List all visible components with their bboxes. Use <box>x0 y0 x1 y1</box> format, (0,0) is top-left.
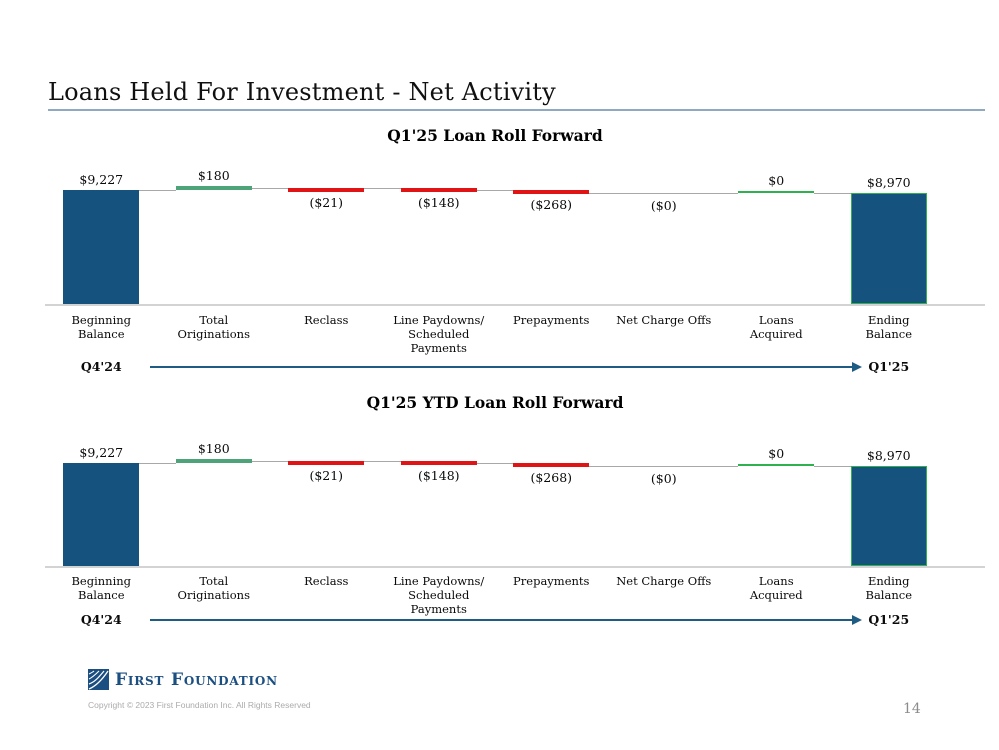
waterfall-zero-line-net-charge-offs <box>625 193 702 195</box>
connector-line <box>364 461 401 463</box>
connector-line <box>139 463 176 464</box>
period-arrow-line <box>150 366 852 368</box>
waterfall-bar-reclass <box>288 187 365 192</box>
logo-wordmark: First Foundation <box>115 669 278 690</box>
waterfall-bar-loans-acquired <box>738 463 815 466</box>
value-label-reclass: ($21) <box>309 194 344 210</box>
connector-line <box>814 193 851 195</box>
x-axis-line <box>45 304 985 306</box>
waterfall-bar-loans-acquired <box>738 191 815 194</box>
category-label-total-originations: Total Originations <box>177 313 250 341</box>
category-label-ending-balance: Ending Balance <box>865 574 913 602</box>
value-label-total-originations: $180 <box>197 168 230 183</box>
period-arrow-head <box>852 362 862 372</box>
connector-line <box>589 465 626 467</box>
period-start-label: Q4'24 <box>80 612 122 627</box>
period-arrow-line <box>150 619 852 621</box>
category-label-prepayments: Prepayments <box>513 313 590 327</box>
category-label-ending-balance: Ending Balance <box>865 313 913 341</box>
waterfall-bar-prepayments <box>513 189 590 194</box>
period-end-label: Q1'25 <box>868 359 910 374</box>
page-number: 14 <box>903 701 921 717</box>
waterfall-bar-line-paydowns-scheduled-payments <box>400 188 477 192</box>
waterfall-bar-total-originations <box>175 186 252 190</box>
category-label-beginning-balance: Beginning Balance <box>71 313 132 341</box>
chart-title: Q1'25 YTD Loan Roll Forward <box>366 393 624 412</box>
period-arrow-head <box>852 615 862 625</box>
waterfall-bar-ending-balance <box>850 193 927 304</box>
category-label-reclass: Reclass <box>304 313 349 327</box>
value-label-ending-balance: $8,970 <box>866 175 911 191</box>
connector-line <box>701 465 739 467</box>
waterfall-bar-reclass <box>288 461 365 465</box>
connector-line <box>476 462 514 464</box>
connector-line <box>251 187 289 189</box>
waterfall-bar-ending-balance <box>850 465 927 566</box>
category-label-loans-acquired: Loans Acquired <box>749 313 803 341</box>
first-foundation-logo: First Foundation <box>88 669 278 690</box>
category-label-loans-acquired: Loans Acquired <box>749 574 803 602</box>
title-underline <box>48 109 985 111</box>
value-label-loans-acquired: $0 <box>768 173 785 189</box>
category-label-net-charge-offs: Net Charge Offs <box>616 574 712 588</box>
connector-line <box>589 193 626 195</box>
connector-line <box>701 193 739 195</box>
value-label-reclass: ($21) <box>309 468 344 483</box>
period-start-label: Q4'24 <box>80 359 122 374</box>
chart-title: Q1'25 Loan Roll Forward <box>387 126 603 145</box>
value-label-net-charge-offs: ($0) <box>650 198 677 214</box>
connector-line <box>139 190 176 191</box>
value-label-loans-acquired: $0 <box>768 445 785 461</box>
category-label-line-paydowns-scheduled-payments: Line Paydowns/Scheduled Payments <box>393 574 485 616</box>
category-label-reclass: Reclass <box>304 574 349 588</box>
x-axis-line <box>45 566 985 568</box>
waterfall-bar-line-paydowns-scheduled-payments <box>400 461 477 466</box>
value-label-net-charge-offs: ($0) <box>650 470 677 486</box>
value-label-prepayments: ($268) <box>530 469 573 485</box>
waterfall-bar-beginning-balance <box>63 190 140 304</box>
value-label-prepayments: ($268) <box>530 196 573 212</box>
category-label-net-charge-offs: Net Charge Offs <box>616 313 712 327</box>
connector-line <box>364 188 401 189</box>
waterfall-bar-total-originations <box>175 459 252 463</box>
value-label-beginning-balance: $9,227 <box>79 445 124 460</box>
copyright-text: Copyright © 2023 First Foundation Inc. A… <box>88 700 311 710</box>
category-label-beginning-balance: Beginning Balance <box>71 574 132 602</box>
period-end-label: Q1'25 <box>868 612 910 627</box>
connector-line <box>476 189 514 191</box>
waterfall-bar-prepayments <box>513 462 590 467</box>
connector-line <box>251 461 289 462</box>
waterfall-zero-line-net-charge-offs <box>625 465 702 467</box>
value-label-line-paydowns-scheduled-payments: ($148) <box>417 195 460 210</box>
category-label-line-paydowns-scheduled-payments: Line Paydowns/Scheduled Payments <box>393 313 485 355</box>
category-label-total-originations: Total Originations <box>177 574 250 602</box>
connector-line <box>814 465 851 467</box>
value-label-total-originations: $180 <box>197 441 230 456</box>
waterfall-bar-beginning-balance <box>63 463 140 566</box>
logo-fan-icon <box>88 669 109 690</box>
page-title: Loans Held For Investment - Net Activity <box>48 78 556 106</box>
value-label-line-paydowns-scheduled-payments: ($148) <box>417 468 460 484</box>
category-label-prepayments: Prepayments <box>513 574 590 588</box>
value-label-beginning-balance: $9,227 <box>79 172 124 187</box>
value-label-ending-balance: $8,970 <box>866 447 911 463</box>
